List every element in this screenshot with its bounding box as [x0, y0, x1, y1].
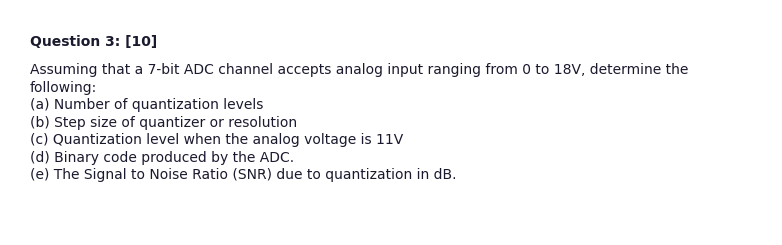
Text: (c) Quantization level when the analog voltage is 11V: (c) Quantization level when the analog v…: [30, 133, 403, 147]
Text: Assuming that a 7-bit ADC channel accepts analog input ranging from 0 to 18V, de: Assuming that a 7-bit ADC channel accept…: [30, 63, 688, 77]
Text: (d) Binary code produced by the ADC.: (d) Binary code produced by the ADC.: [30, 150, 294, 164]
Text: (e) The Signal to Noise Ratio (SNR) due to quantization in dB.: (e) The Signal to Noise Ratio (SNR) due …: [30, 168, 456, 182]
Text: Question 3: [10]: Question 3: [10]: [30, 35, 157, 49]
Text: following:: following:: [30, 81, 97, 95]
Text: (a) Number of quantization levels: (a) Number of quantization levels: [30, 98, 263, 112]
Text: (b) Step size of quantizer or resolution: (b) Step size of quantizer or resolution: [30, 115, 297, 130]
